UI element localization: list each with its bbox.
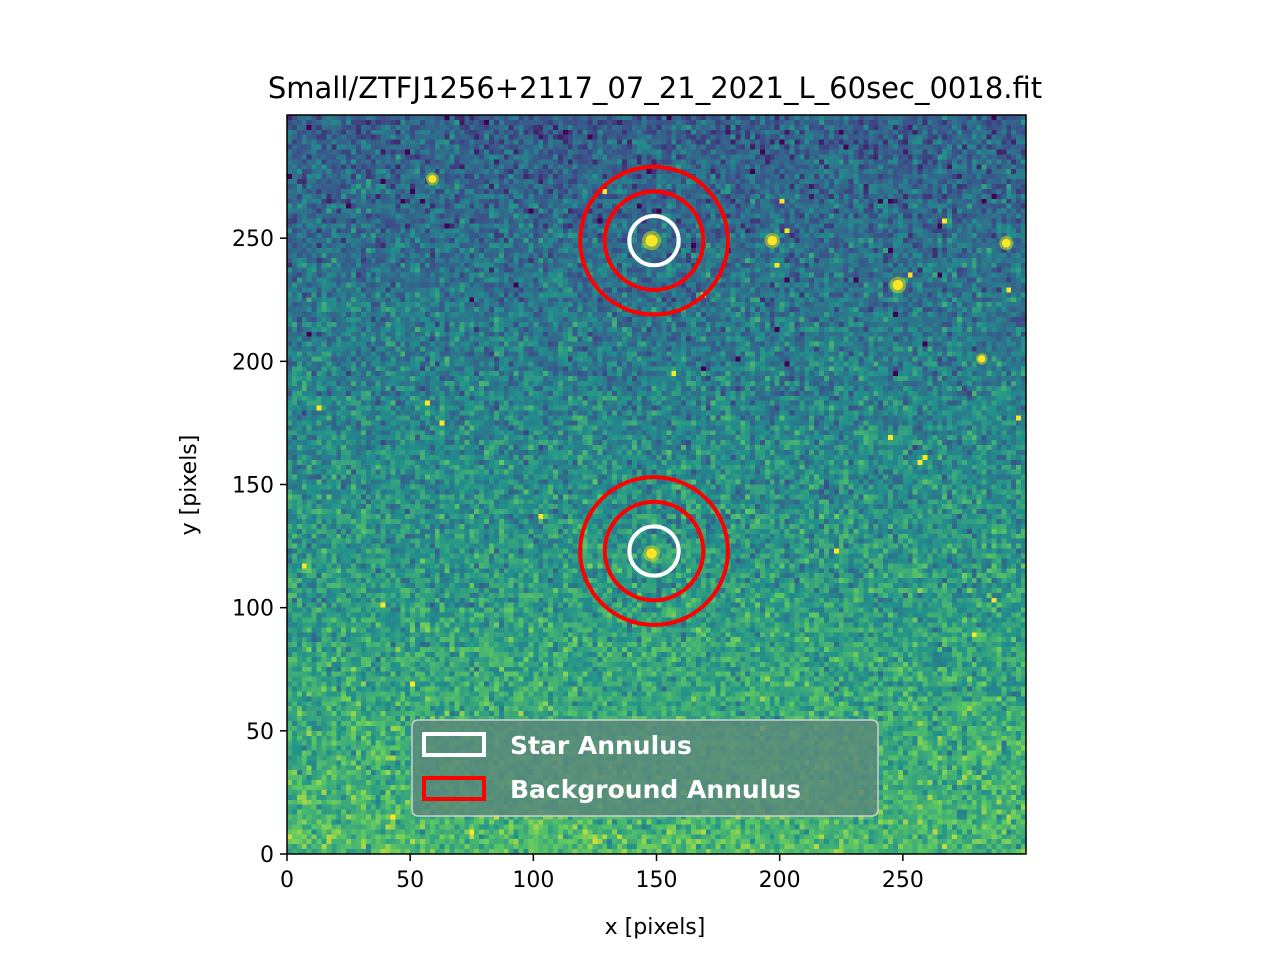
legend-label-star-annulus: Star Annulus bbox=[510, 731, 692, 760]
legend: Star Annulus Background Annulus bbox=[411, 719, 879, 817]
legend-label-background-annulus: Background Annulus bbox=[510, 775, 801, 804]
star-annulus bbox=[627, 524, 681, 578]
star bbox=[892, 279, 904, 291]
star bbox=[428, 175, 437, 184]
background-annulus-outer bbox=[578, 164, 730, 317]
background-annulus-inner bbox=[602, 189, 706, 292]
x-tick-label: 250 bbox=[882, 868, 924, 893]
background-annulus-outer bbox=[578, 475, 730, 627]
chart-title: Small/ZTFJ1256+2117_07_21_2021_L_60sec_0… bbox=[268, 71, 1042, 105]
star bbox=[767, 235, 778, 246]
y-tick-label: 0 bbox=[260, 843, 274, 868]
background-annulus-inner bbox=[602, 499, 706, 603]
y-axis: 0 50 100 150 200 250 bbox=[232, 227, 287, 868]
x-tick-label: 100 bbox=[512, 868, 554, 893]
y-tick-label: 200 bbox=[232, 350, 274, 375]
legend-swatch-star-annulus bbox=[422, 732, 486, 757]
star bbox=[645, 234, 658, 247]
legend-box bbox=[411, 719, 879, 817]
star bbox=[978, 355, 986, 363]
x-tick-label: 200 bbox=[759, 868, 801, 893]
star bbox=[646, 548, 657, 559]
x-tick-label: 0 bbox=[280, 868, 294, 893]
x-tick-label: 50 bbox=[396, 868, 424, 893]
y-tick-label: 50 bbox=[246, 720, 274, 745]
x-axis: 0 50 100 150 200 250 bbox=[280, 854, 924, 893]
x-axis-label: x [pixels] bbox=[605, 915, 706, 940]
star bbox=[1001, 238, 1011, 248]
y-tick-label: 150 bbox=[232, 474, 274, 499]
star-annulus bbox=[627, 213, 681, 268]
legend-swatch-background-annulus bbox=[422, 776, 486, 801]
y-tick-label: 250 bbox=[232, 227, 274, 252]
y-tick-label: 100 bbox=[232, 597, 274, 622]
x-tick-label: 150 bbox=[636, 868, 678, 893]
y-axis-label: y [pixels] bbox=[177, 435, 202, 536]
